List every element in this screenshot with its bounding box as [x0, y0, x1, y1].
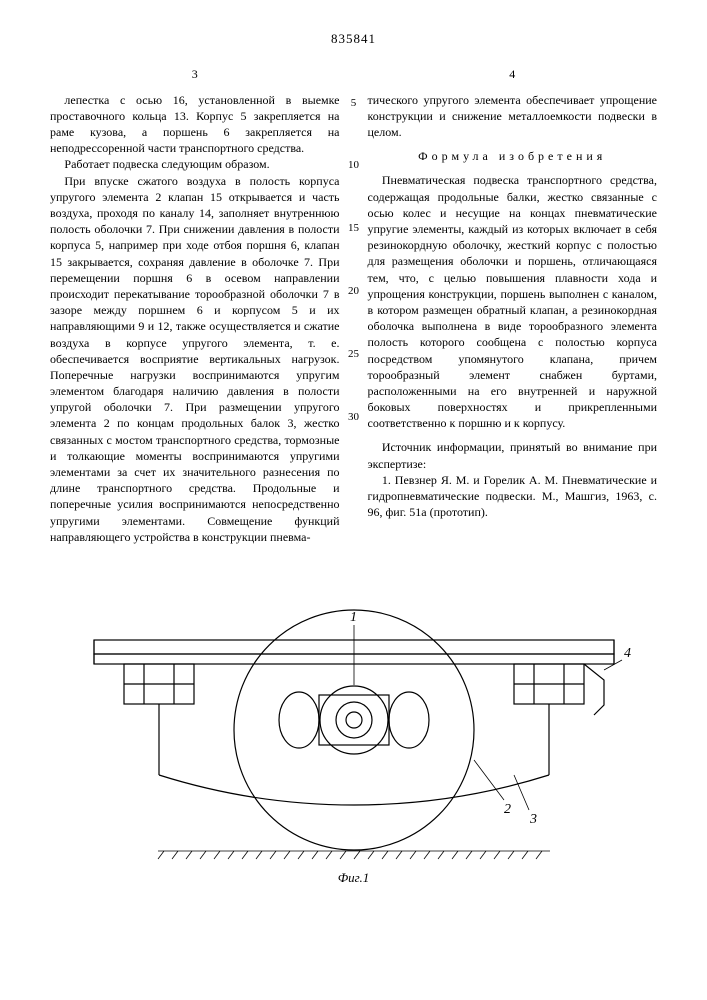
linenum: 25 — [348, 347, 359, 362]
figure-label-3: 3 — [529, 812, 537, 827]
figure-1: 1 2 3 4 Фиг.1 — [50, 565, 657, 887]
linenum: 20 — [348, 284, 359, 299]
right-para-1: тического упругого элемента обеспечивает… — [368, 92, 658, 141]
right-page-number: 4 — [368, 66, 658, 82]
linenum: 15 — [348, 221, 359, 236]
reference-1: 1. Певзнер Я. М. и Горелик А. М. Пневмат… — [368, 472, 658, 521]
left-para-3: При впуске сжатого воздуха в полость кор… — [50, 173, 340, 545]
left-para-1: лепестка с осью 16, установленной в выем… — [50, 92, 340, 157]
linenum: 10 — [348, 158, 359, 173]
left-column: 3 лепестка с осью 16, установленной в вы… — [50, 66, 340, 545]
figure-drawing: 1 2 3 4 — [74, 565, 634, 865]
figure-caption: Фиг.1 — [50, 869, 657, 887]
document-number: 835841 — [50, 30, 657, 48]
left-para-2: Работает подвеска следующим образом. — [50, 156, 340, 172]
line-number-gutter: 5 10 15 20 25 30 — [346, 66, 362, 545]
two-column-layout: 3 лепестка с осью 16, установленной в вы… — [50, 66, 657, 545]
linenum: 30 — [348, 410, 359, 425]
figure-label-2: 2 — [504, 802, 511, 817]
references-intro: Источник информации, принятый во внимани… — [368, 439, 658, 471]
figure-label-1: 1 — [350, 610, 357, 625]
right-column: 4 тического упругого элемента обеспечива… — [368, 66, 658, 545]
right-para-2: Пневматическая подвеска транспортного ср… — [368, 172, 658, 431]
left-page-number: 3 — [50, 66, 340, 82]
linenum: 5 — [351, 96, 357, 111]
figure-label-4: 4 — [624, 646, 631, 661]
claims-title: Формула изобретения — [368, 148, 658, 164]
